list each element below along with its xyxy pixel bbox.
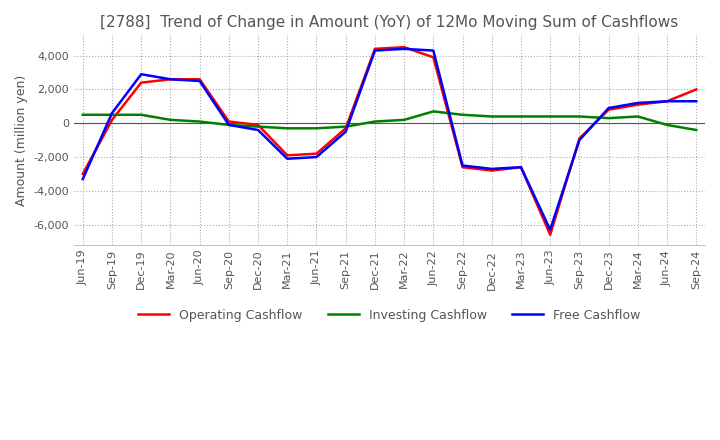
Operating Cashflow	[546, 232, 554, 238]
Operating Cashflow	[253, 122, 262, 128]
Operating Cashflow	[283, 153, 292, 158]
Operating Cashflow	[137, 80, 145, 85]
Free Cashflow	[575, 138, 584, 143]
Investing Cashflow	[634, 114, 642, 119]
Free Cashflow	[312, 154, 321, 160]
Operating Cashflow	[458, 165, 467, 170]
Free Cashflow	[604, 106, 613, 111]
Free Cashflow	[429, 48, 438, 53]
Title: [2788]  Trend of Change in Amount (YoY) of 12Mo Moving Sum of Cashflows: [2788] Trend of Change in Amount (YoY) o…	[100, 15, 679, 30]
Investing Cashflow	[195, 119, 204, 124]
Operating Cashflow	[78, 171, 87, 176]
Free Cashflow	[546, 227, 554, 232]
Operating Cashflow	[371, 46, 379, 51]
Investing Cashflow	[458, 112, 467, 117]
Line: Investing Cashflow: Investing Cashflow	[83, 111, 696, 130]
Investing Cashflow	[108, 112, 117, 117]
Line: Operating Cashflow: Operating Cashflow	[83, 47, 696, 235]
Operating Cashflow	[341, 126, 350, 131]
Operating Cashflow	[312, 151, 321, 156]
Investing Cashflow	[78, 112, 87, 117]
Investing Cashflow	[546, 114, 554, 119]
Free Cashflow	[137, 72, 145, 77]
Free Cashflow	[692, 99, 701, 104]
Investing Cashflow	[341, 124, 350, 129]
Free Cashflow	[253, 127, 262, 132]
Operating Cashflow	[429, 55, 438, 60]
Free Cashflow	[371, 48, 379, 53]
Free Cashflow	[108, 110, 117, 116]
Free Cashflow	[400, 46, 408, 51]
Investing Cashflow	[137, 112, 145, 117]
Investing Cashflow	[487, 114, 496, 119]
Operating Cashflow	[400, 44, 408, 50]
Free Cashflow	[225, 122, 233, 128]
Y-axis label: Amount (million yen): Amount (million yen)	[15, 74, 28, 206]
Investing Cashflow	[429, 109, 438, 114]
Operating Cashflow	[166, 77, 175, 82]
Investing Cashflow	[312, 126, 321, 131]
Investing Cashflow	[283, 126, 292, 131]
Line: Free Cashflow: Free Cashflow	[83, 49, 696, 230]
Operating Cashflow	[662, 99, 671, 104]
Free Cashflow	[341, 129, 350, 134]
Operating Cashflow	[225, 119, 233, 124]
Legend: Operating Cashflow, Investing Cashflow, Free Cashflow: Operating Cashflow, Investing Cashflow, …	[133, 304, 646, 327]
Free Cashflow	[662, 99, 671, 104]
Operating Cashflow	[634, 102, 642, 107]
Operating Cashflow	[692, 87, 701, 92]
Operating Cashflow	[195, 77, 204, 82]
Investing Cashflow	[575, 114, 584, 119]
Operating Cashflow	[575, 136, 584, 141]
Investing Cashflow	[517, 114, 526, 119]
Investing Cashflow	[166, 117, 175, 122]
Investing Cashflow	[371, 119, 379, 124]
Operating Cashflow	[517, 165, 526, 170]
Free Cashflow	[517, 165, 526, 170]
Free Cashflow	[166, 77, 175, 82]
Free Cashflow	[458, 163, 467, 168]
Free Cashflow	[283, 156, 292, 161]
Operating Cashflow	[604, 107, 613, 112]
Investing Cashflow	[604, 116, 613, 121]
Operating Cashflow	[108, 117, 117, 122]
Free Cashflow	[634, 100, 642, 106]
Investing Cashflow	[400, 117, 408, 122]
Investing Cashflow	[692, 127, 701, 132]
Free Cashflow	[487, 166, 496, 172]
Operating Cashflow	[487, 168, 496, 173]
Free Cashflow	[78, 176, 87, 182]
Investing Cashflow	[662, 122, 671, 128]
Investing Cashflow	[225, 122, 233, 128]
Free Cashflow	[195, 78, 204, 84]
Investing Cashflow	[253, 124, 262, 129]
